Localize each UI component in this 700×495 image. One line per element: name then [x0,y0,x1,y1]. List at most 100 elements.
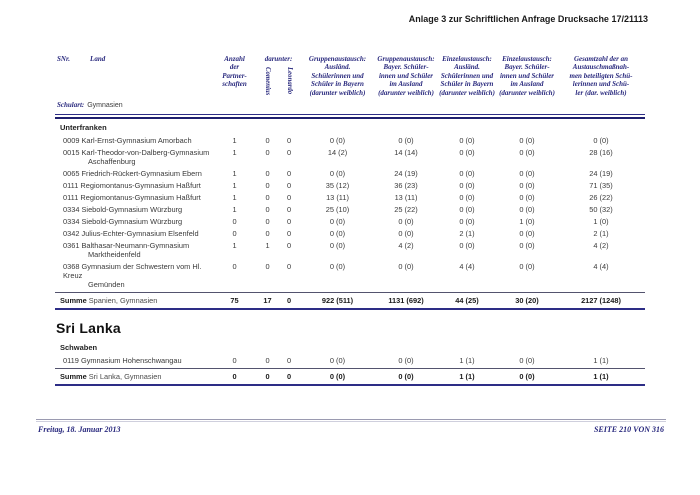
school-name-line1: 0361 Balthasar-Neumann-Gymnasium [63,241,190,250]
cell-school-name: 0342 Julius-Echter-Gymnasium Elsenfeld [55,229,212,238]
cell-comenius: 0 [265,181,270,190]
cell-comenius: 0 [265,136,270,145]
cell-einzel-bayern: 0 (0) [519,229,535,238]
cell-gesamt: 28 (16) [589,148,613,157]
cell-anzahl: 1 [232,169,237,178]
cell-gruppe-bayern: 4 (2) [398,241,414,250]
cell-anzahl: 0 [232,262,237,271]
table-row: 0334 Siebold-Gymnasium Würzburg 1 0 0 25 (10… [55,203,645,215]
cell-gruppe-bayern: 25 (22) [394,205,418,214]
cell-einzel-ausland: 0 (0) [459,169,475,178]
cell-gruppe-ausland: 0 (0) [329,136,346,145]
cell-anzahl: 0 [232,217,237,226]
school-name-line1: 0368 Gymnasium der Schwestern vom Hl. Kr… [63,262,202,280]
cell-gruppe-bayern: 0 (0) [398,262,414,271]
cell-gruppe-bayern: 14 (14) [394,148,418,157]
col-header-leonardo: Leonardo [286,67,293,95]
cell-einzel-bayern: 0 (0) [519,181,535,190]
cell-einzel-bayern: 0 (0) [519,148,535,157]
school-name-line1: 0342 Julius-Echter-Gymnasium Elsenfeld [63,229,199,238]
summe-leonardo: 0 [286,372,292,381]
col-header-darunter: darunter: Comenius Leonardo [257,55,300,112]
cell-anzahl: 1 [232,205,237,214]
table-row: 0111 Regiomontanus-Gymnasium Haßfurt 1 0 0 3… [55,179,645,191]
cell-einzel-bayern: 0 (0) [519,356,535,365]
col-header-einzel-bayern: Einzelaustausch: Bayer. Schüler- innen u… [499,55,555,97]
summe-einzel-ausland: 1 (1) [459,372,475,381]
table-row: 0334 Siebold-Gymnasium Würzburg 0 0 0 0 (0) 0… [55,215,645,227]
cell-leonardo: 0 [286,356,292,365]
cell-school-name: 0111 Regiomontanus-Gymnasium Haßfurt [55,181,212,190]
cell-school-name: 0015 Karl-Theodor-von-Dalberg-Gymnasium A… [55,148,212,166]
cell-gruppe-bayern: 0 (0) [398,217,414,226]
table-row: 0015 Karl-Theodor-von-Dalberg-Gymnasium A… [55,146,645,167]
cell-leonardo: 0 [286,136,292,145]
school-name-line2: Marktheidenfeld [88,250,141,259]
cell-gesamt: 4 (4) [593,262,609,271]
cell-gruppe-bayern: 0 (0) [398,136,414,145]
cell-anzahl: 1 [232,136,237,145]
cell-comenius: 1 [265,241,270,250]
cell-gesamt: 2 (1) [593,229,609,238]
cell-einzel-ausland: 0 (0) [459,205,475,214]
school-name-line1: 0334 Siebold-Gymnasium Würzburg [63,217,183,226]
schulart-value: Gymnasien [87,101,123,109]
summe-label: Summe Sri Lanka, Gymnasien [55,372,212,381]
cell-comenius: 0 [265,229,270,238]
cell-school-name: 0334 Siebold-Gymnasium Würzburg [55,217,212,226]
summe-gesamt: 2127 (1248) [581,296,621,305]
schulart-label: Schulart: [57,100,85,109]
cell-gruppe-bayern: 0 (0) [398,229,414,238]
page-title: Anlage 3 zur Schriftlichen Anfrage Druck… [408,14,648,24]
summe-einzel-bayern: 30 (20) [515,296,539,305]
cell-einzel-bayern: 0 (0) [519,241,535,250]
cell-einzel-ausland: 2 (1) [459,229,475,238]
cell-einzel-bayern: 0 (0) [519,205,535,214]
cell-gruppe-bayern: 0 (0) [398,356,414,365]
cell-comenius: 0 [265,356,270,365]
school-name-line1: 0009 Karl-Ernst-Gymnasium Amorbach [63,136,192,145]
summe-gesamt: 1 (1) [593,372,609,381]
cell-comenius: 0 [265,148,270,157]
table-row: 0009 Karl-Ernst-Gymnasium Amorbach 1 0 0 0 (… [55,134,645,146]
summe-einzel-bayern: 0 (0) [519,372,535,381]
schulart-line: Schulart: Gymnasien [57,101,123,110]
cell-comenius: 0 [265,217,270,226]
cell-leonardo: 0 [286,241,292,250]
summe-gruppe-bayern: 1131 (692) [388,296,424,305]
summe-leonardo: 0 [286,296,292,305]
cell-anzahl: 0 [232,356,237,365]
school-name-line2: Gemünden [88,280,125,289]
table-row: 0361 Balthasar-Neumann-Gymnasium Markthei… [55,239,645,260]
cell-einzel-ausland: 4 (4) [459,262,475,271]
cell-comenius: 0 [265,205,270,214]
summe-scope: Sri Lanka, Gymnasien [86,372,162,381]
cell-einzel-ausland: 0 (0) [459,241,475,250]
cell-gruppe-ausland: 0 (0) [329,262,346,271]
summe-word: Summe [60,372,87,381]
cell-einzel-bayern: 0 (0) [519,262,535,271]
summe-comenius: 17 [263,296,272,305]
cell-gesamt: 1 (1) [593,356,609,365]
table-row: 0368 Gymnasium der Schwestern vom Hl. Kr… [55,260,645,290]
cell-gruppe-ausland: 25 (10) [325,205,350,214]
cell-gesamt: 24 (19) [589,169,613,178]
darunter-label: darunter: [264,55,293,63]
col-header-comenius: Comenius [264,67,271,96]
col-header-gruppe-ausland: Gruppenaustausch: Ausländ. Schülerinnen … [308,55,367,97]
cell-einzel-bayern: 0 (0) [519,169,535,178]
cell-school-name: 0119 Gymnasium Hohenschwangau [55,356,212,365]
header-rule [55,114,645,119]
cell-comenius: 0 [265,262,270,271]
col-header-einzel-ausland: Einzelaustausch: Ausländ. Schülerinnen u… [439,55,495,97]
table-header: SNr. Land Schulart: Gymnasien Anzahl der P… [55,55,645,112]
cell-gesamt: 0 (0) [593,136,609,145]
cell-gruppe-ausland: 35 (12) [325,181,350,190]
cell-leonardo: 0 [286,169,292,178]
header-cell-school: SNr. Land Schulart: Gymnasien [55,55,212,112]
cell-gruppe-ausland: 0 (0) [329,169,346,178]
table-row: 0342 Julius-Echter-Gymnasium Elsenfeld 0 0… [55,227,645,239]
cell-leonardo: 0 [286,205,292,214]
table-row: 0119 Gymnasium Hohenschwangau 0 0 0 0 (0) 0 (… [55,354,645,366]
